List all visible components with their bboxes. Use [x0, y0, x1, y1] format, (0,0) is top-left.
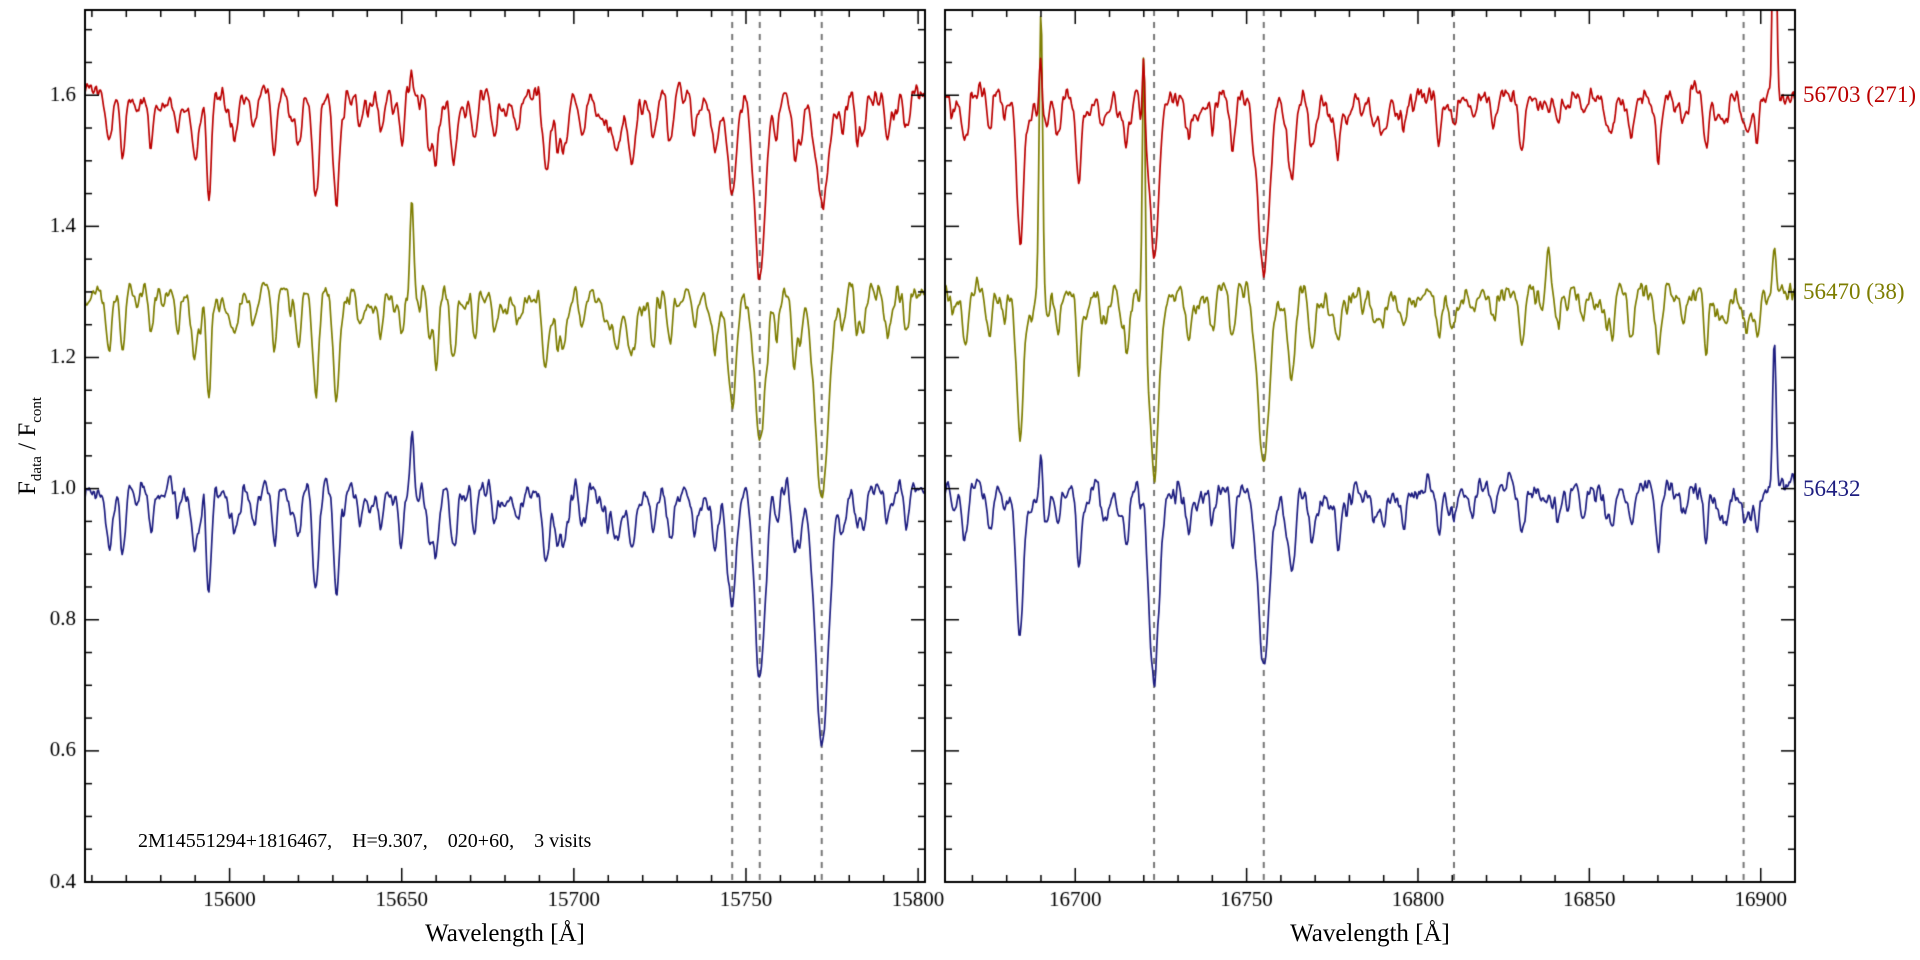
- y-axis-label-sub-data: data: [29, 456, 45, 482]
- y-axis-label-sub-cont: cont: [29, 396, 45, 423]
- x-axis-label-right-panel: Wavelength [Å]: [1290, 920, 1450, 947]
- series-label-56703: 56703 (271): [1803, 82, 1917, 107]
- target-info-annotation: 2M14551294+1816467, H=9.307, 020+60, 3 v…: [138, 830, 592, 852]
- series-label-56432: 56432: [1803, 476, 1861, 501]
- y-axis-label-f: F: [14, 481, 41, 496]
- series-label-56470: 56470 (38): [1803, 279, 1905, 304]
- y-axis-label-mid: / F: [14, 422, 41, 457]
- x-axis-label-left-panel: Wavelength [Å]: [425, 920, 585, 947]
- y-axis-label: Fdata / Fcont: [14, 397, 46, 495]
